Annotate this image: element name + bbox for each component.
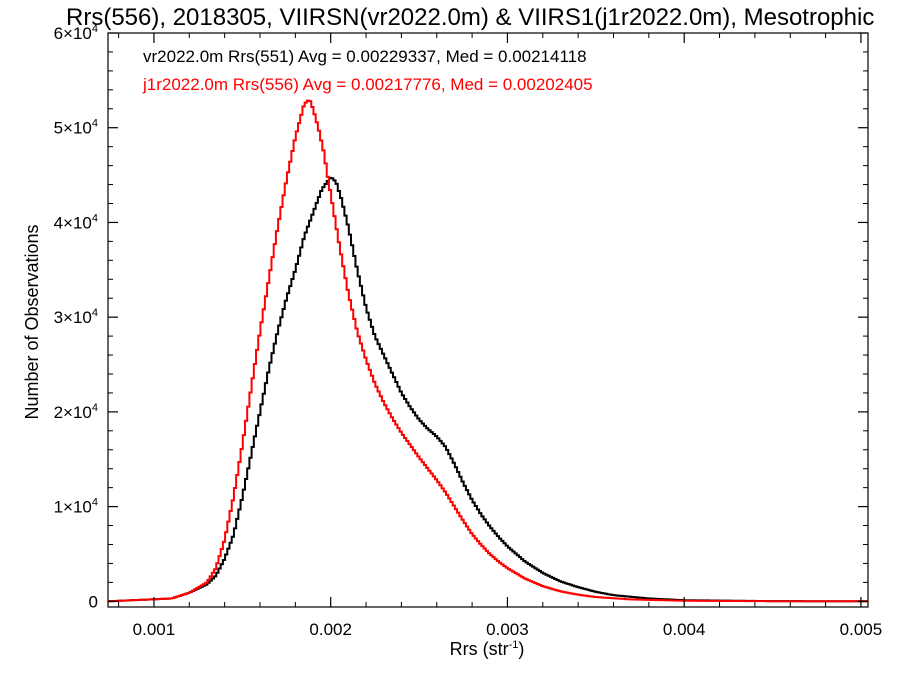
plot-border	[107, 32, 869, 608]
y-tick-label: 1×104	[54, 497, 98, 517]
y-tick-label: 3×104	[54, 307, 98, 327]
plot-frame	[107, 32, 869, 608]
x-tick-label: 0.005	[840, 620, 883, 639]
legend-entry-1: vr2022.0m Rrs(551) Avg = 0.00229337, Med…	[143, 47, 587, 66]
y-tick-label: 4×104	[54, 212, 98, 232]
x-axis-label: Rrs (str-1)	[450, 639, 525, 659]
y-tick-label: 6×104	[54, 23, 98, 43]
y-tick-label: 2×104	[54, 402, 98, 422]
x-tick-label: 0.002	[309, 620, 352, 639]
x-tick-label: 0.003	[486, 620, 529, 639]
y-axis-label: Number of Observations	[22, 224, 42, 419]
y-axis-ticks: 0 1×104 2×104 3×104 4×104 5×104 6×104	[54, 23, 868, 611]
legend: vr2022.0m Rrs(551) Avg = 0.00229337, Med…	[142, 47, 593, 94]
series-line-2	[108, 99, 868, 603]
legend-entry-2: j1r2022.0m Rrs(556) Avg = 0.00217776, Me…	[142, 75, 593, 94]
chart-title: Rrs(556), 2018305, VIIRSN(vr2022.0m) & V…	[66, 4, 874, 31]
x-axis-ticks: 0.001 0.002 0.003 0.004 0.005	[118, 33, 883, 639]
y-tick-label: 5×104	[54, 118, 98, 138]
series-layer	[108, 99, 868, 603]
x-tick-label: 0.004	[663, 620, 706, 639]
x-tick-label: 0.001	[133, 620, 176, 639]
series-line-1	[108, 176, 868, 603]
y-tick-label: 0	[89, 592, 98, 611]
